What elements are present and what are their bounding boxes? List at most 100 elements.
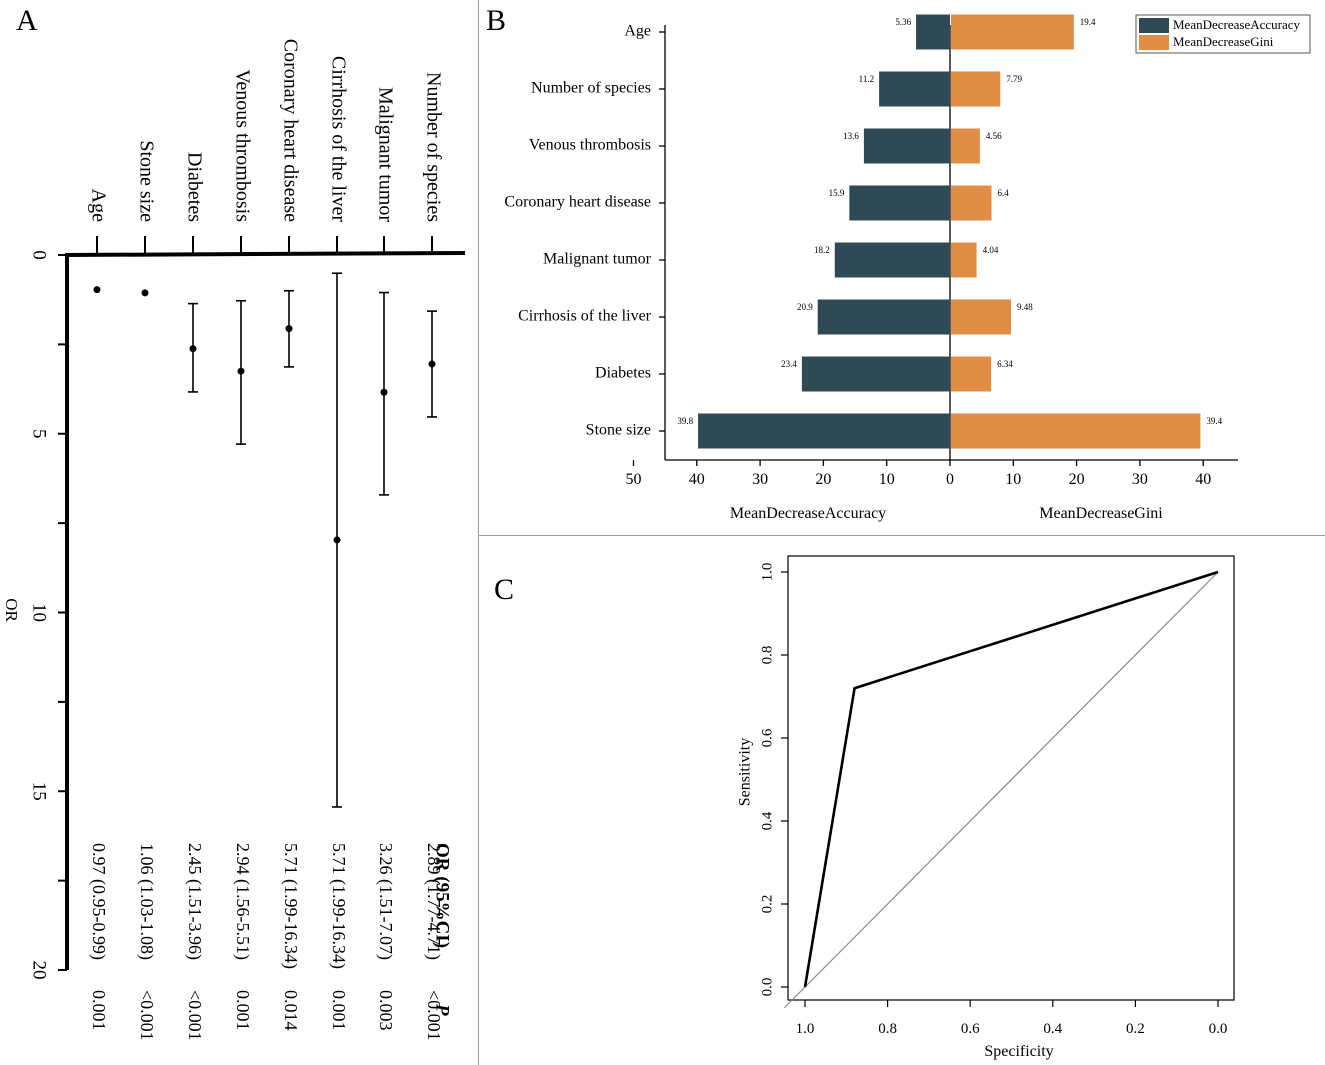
b-bar-accuracy: [801, 356, 950, 392]
b-xlabel-right: MeanDecreaseGini: [1039, 505, 1163, 522]
b-tick-label-right: 20: [1069, 471, 1085, 488]
b-legend-swatch-accuracy: [1139, 18, 1169, 33]
c-y-tick-label: 0.0: [759, 978, 775, 997]
a-p-value-text: <0.001: [185, 990, 205, 1041]
c-x-tick-label: 0.0: [1209, 1021, 1228, 1037]
b-tick-label-left: 40: [689, 471, 705, 488]
a-or-point: [189, 345, 197, 353]
c-reference-line: [783, 571, 1219, 1009]
b-value-label-gini: 6.34: [997, 359, 1013, 369]
a-or-point: [380, 388, 388, 396]
b-bar-accuracy: [916, 14, 950, 50]
a-or-point: [428, 360, 436, 368]
a-variable-label: Diabetes: [183, 152, 205, 222]
a-variable-label: Malignant tumor: [374, 87, 396, 222]
c-y-tick-label: 0.4: [759, 811, 775, 830]
b-tick-label-right: 40: [1195, 471, 1211, 488]
b-bar-accuracy: [834, 242, 950, 278]
c-ylabel: Sensitivity: [737, 738, 754, 806]
b-category-label: Number of species: [531, 80, 651, 97]
b-category-label: Age: [624, 23, 651, 40]
panel-label-a: A: [16, 4, 38, 37]
b-bar-gini: [951, 413, 1201, 449]
b-tick-label-left: 0: [946, 471, 954, 488]
a-variable-label: Coronary heart disease: [279, 39, 301, 222]
b-bar-gini: [951, 14, 1074, 50]
b-tick-label-left: 20: [815, 471, 831, 488]
b-tick-label-left: 30: [752, 471, 768, 488]
c-x-tick-label: 1.0: [796, 1021, 815, 1037]
b-bar-gini: [951, 128, 980, 164]
b-value-label-gini: 9.48: [1017, 302, 1033, 312]
a-variable-label: Number of species: [422, 72, 444, 222]
a-or-point: [93, 286, 101, 294]
b-value-label-accuracy: 13.6: [843, 131, 859, 141]
b-bar-accuracy: [698, 413, 950, 449]
b-value-label-accuracy: 11.2: [859, 74, 874, 84]
a-tick-label: 0: [29, 250, 50, 260]
a-p-value-text: 0.001: [233, 990, 253, 1031]
b-bar-gini: [951, 185, 992, 221]
b-xlabel-left: MeanDecreaseAccuracy: [730, 505, 886, 522]
b-category-label: Coronary heart disease: [504, 194, 651, 211]
b-category-label: Cirrhosis of the liver: [518, 308, 652, 325]
b-value-label-gini: 7.79: [1006, 74, 1022, 84]
a-tick-label: 15: [29, 782, 50, 801]
panel-label-b: B: [486, 4, 507, 37]
b-legend-label-gini: MeanDecreaseGini: [1173, 34, 1274, 49]
importance-bar-chart: Age 5.36 19.4 Number of species 11.2 7.79 Veno…: [504, 14, 1311, 522]
b-bar-gini: [951, 356, 992, 392]
a-p-value-text: 0.001: [89, 990, 109, 1031]
a-or-ci-text: 5.71 (1.99-16.34): [280, 843, 301, 969]
b-category-label: Malignant tumor: [543, 251, 652, 268]
b-value-label-accuracy: 5.36: [895, 17, 911, 27]
a-variable-label: Venous thrombosis: [231, 69, 253, 222]
panel-label-c: C: [494, 573, 515, 606]
c-x-tick-label: 0.8: [878, 1021, 897, 1037]
c-plot-frame: [787, 555, 1235, 1001]
a-variable-label: Stone size: [135, 140, 157, 222]
c-y-tick-label: 0.2: [759, 895, 775, 914]
a-variable-label: Cirrhosis of the liver: [327, 56, 349, 222]
b-bar-gini: [951, 242, 977, 278]
b-bar-accuracy: [863, 128, 950, 164]
c-x-tick-label: 0.2: [1126, 1021, 1145, 1037]
a-p-value-text: <0.001: [137, 990, 157, 1041]
b-value-label-gini: 4.04: [983, 245, 999, 255]
c-x-tick-label: 0.4: [1043, 1021, 1062, 1037]
b-category-label: Stone size: [586, 422, 651, 439]
forest-plot: 0 5 10 15 20 OR Age 0.97 (0.95-0.99) 0.001 Stone …: [2, 39, 466, 1041]
c-roc-curve: [803, 570, 1219, 988]
b-legend-label-accuracy: MeanDecreaseAccuracy: [1173, 17, 1301, 32]
b-bar-accuracy: [817, 299, 950, 335]
b-tick-label-right: 10: [1005, 471, 1021, 488]
b-value-label-accuracy: 23.4: [781, 359, 797, 369]
b-bar-accuracy: [849, 185, 950, 221]
a-tick-label: 20: [29, 961, 50, 980]
c-y-tick-label: 1.0: [759, 563, 775, 582]
b-legend-swatch-gini: [1139, 35, 1169, 50]
a-or-ci-text: 2.89 (1.77-4.71): [423, 843, 444, 960]
b-value-label-gini: 19.4: [1080, 17, 1096, 27]
horizontal-divider: [478, 535, 1325, 536]
b-category-label: Venous thrombosis: [529, 137, 651, 154]
b-tick-label-left: 10: [879, 471, 895, 488]
c-xlabel: Specificity: [984, 1043, 1053, 1060]
b-tick-label-left: 50: [626, 471, 642, 488]
b-value-label-accuracy: 18.2: [814, 245, 830, 255]
b-value-label-accuracy: 39.8: [677, 416, 693, 426]
c-y-tick-label: 0.6: [759, 728, 775, 747]
a-or-ci-text: 0.97 (0.95-0.99): [88, 843, 109, 960]
a-or-ci-text: 5.71 (1.99-16.34): [328, 843, 349, 969]
a-header-or: OR (95%CI): [432, 843, 453, 948]
b-bar-accuracy: [879, 71, 950, 107]
vertical-divider: [478, 0, 479, 1065]
a-variable-label: Age: [87, 189, 109, 222]
a-or-ci-text: 2.94 (1.56-5.51): [232, 843, 253, 960]
a-header-p: P: [432, 1003, 453, 1016]
b-tick-label-right: 30: [1132, 471, 1148, 488]
a-p-value-text: 0.001: [329, 990, 349, 1031]
b-value-label-accuracy: 15.9: [829, 188, 845, 198]
b-bar-gini: [951, 71, 1001, 107]
